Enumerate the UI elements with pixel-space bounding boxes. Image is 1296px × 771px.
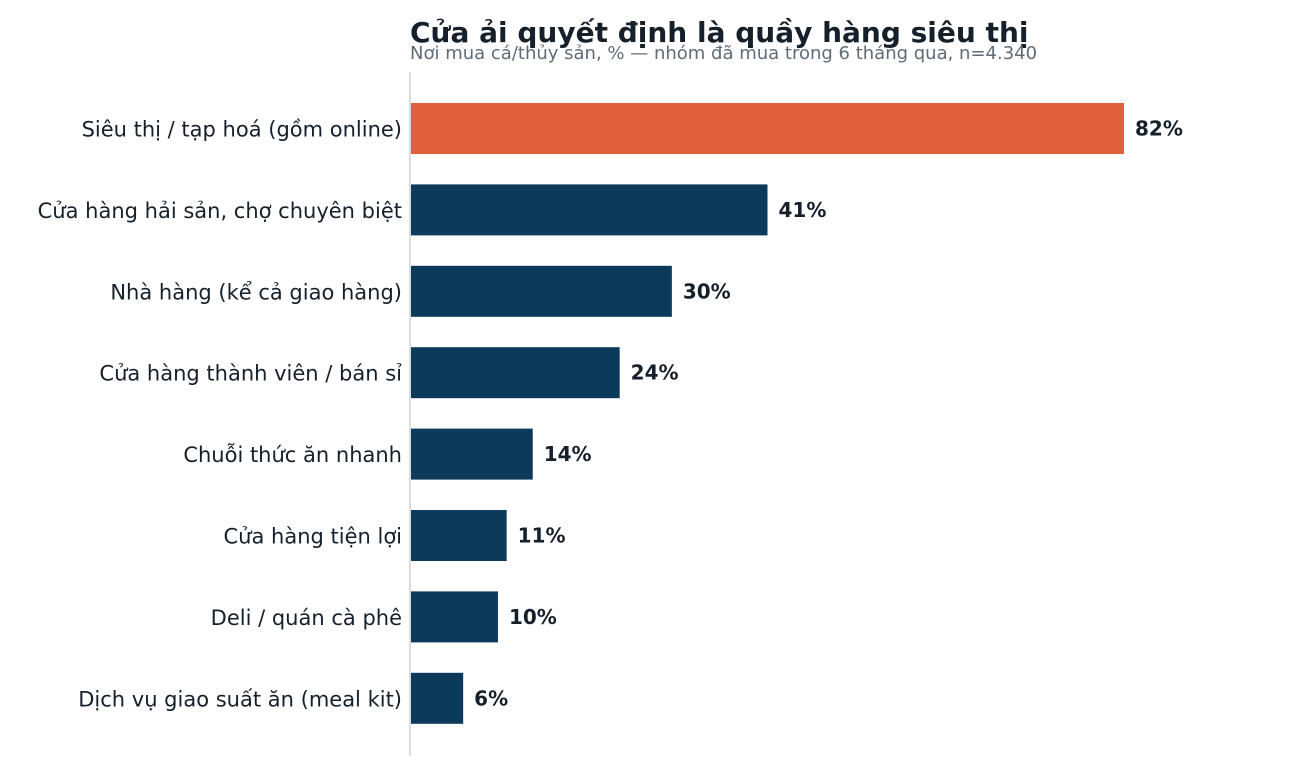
bar-8 (411, 672, 464, 724)
category-label-5: Chuỗi thức ăn nhanh (183, 442, 402, 467)
category-label-1: Siêu thị / tạp hoá (gồm online) (82, 118, 402, 142)
category-label-6: Cửa hàng tiện lợi (224, 525, 403, 549)
value-label-2: 41% (778, 198, 826, 222)
bars-group (411, 103, 1124, 724)
bar-7 (411, 591, 498, 643)
category-label-2: Cửa hàng hải sản, chợ chuyên biệt (38, 199, 402, 223)
bar-6 (411, 510, 507, 561)
bar-4 (411, 347, 620, 399)
category-labels-group: Siêu thị / tạp hoá (gồm online) Cửa hàng … (38, 118, 403, 712)
bar-3 (411, 265, 672, 317)
category-label-7: Deli / quán cà phê (211, 606, 402, 630)
bar-2 (411, 184, 768, 236)
category-label-3: Nhà hàng (kể cả giao hàng) (110, 280, 402, 304)
bar-5 (411, 428, 533, 480)
value-label-1: 82% (1135, 117, 1183, 141)
category-label-8: Dịch vụ giao suất ăn (meal kit) (78, 687, 402, 711)
value-label-8: 6% (474, 686, 508, 710)
value-label-7: 10% (509, 605, 557, 629)
value-label-4: 24% (631, 361, 679, 385)
value-label-5: 14% (544, 442, 592, 466)
chart-title: Cửa ải quyết định là quầy hàng siêu thị (410, 16, 1029, 49)
category-label-4: Cửa hàng thành viên / bán sỉ (99, 362, 402, 386)
value-label-6: 11% (518, 524, 566, 548)
chart-subtitle: Nơi mua cá/thủy sản, % — nhóm đã mua tro… (410, 43, 1037, 64)
value-labels-group: 82% 41% 30% 24% 14% 11% 10% 6% (474, 117, 1183, 711)
bar-1 (411, 103, 1124, 154)
value-label-3: 30% (683, 279, 731, 303)
